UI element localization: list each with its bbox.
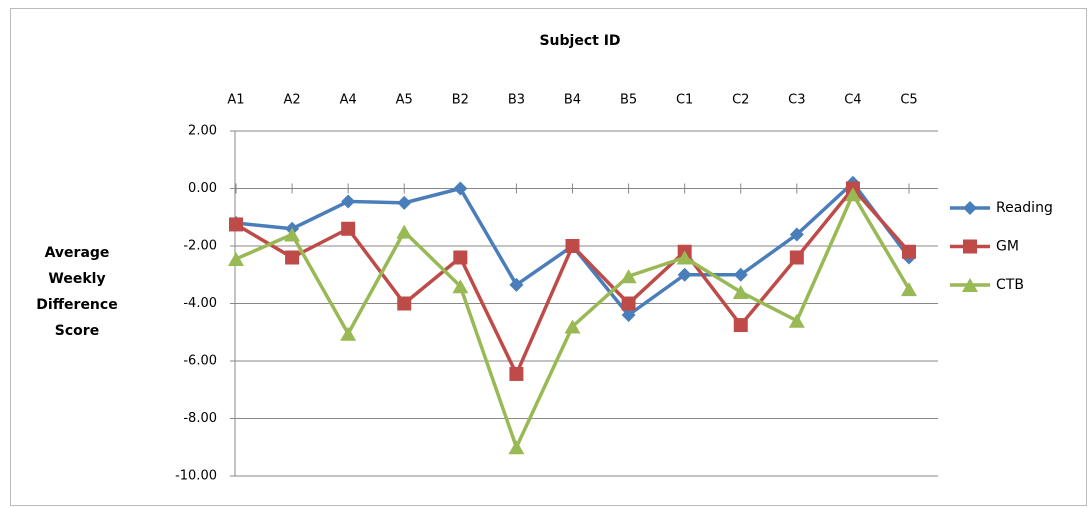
- legend-label: GM: [996, 239, 1019, 255]
- x-tick-label: B4: [564, 93, 581, 108]
- point-marker: [564, 319, 581, 334]
- legend-marker: [963, 201, 977, 215]
- legend-marker: [962, 278, 978, 292]
- y-tick-label: 2.00: [188, 124, 217, 139]
- x-tick-label: C3: [788, 93, 805, 108]
- point-marker: [901, 282, 917, 297]
- x-tick-label: A1: [227, 93, 244, 108]
- point-marker: [565, 239, 580, 253]
- x-tick-label: C5: [900, 93, 917, 108]
- point-marker: [285, 250, 300, 265]
- y-tick-label: -10.00: [175, 469, 217, 484]
- x-tick-label: B2: [452, 93, 469, 108]
- point-marker: [340, 326, 357, 341]
- point-marker: [733, 267, 748, 282]
- point-marker: [453, 181, 468, 196]
- x-tick-label: B3: [508, 93, 525, 108]
- legend-label: Reading: [996, 200, 1053, 216]
- point-marker: [509, 366, 524, 381]
- point-marker: [396, 224, 413, 239]
- point-marker: [508, 440, 525, 455]
- point-marker: [228, 251, 244, 266]
- y-axis-label: Average Weekly Difference Score: [36, 245, 118, 339]
- y-tick-label: -6.00: [183, 354, 217, 369]
- point-marker: [620, 269, 637, 284]
- point-marker: [788, 313, 805, 328]
- point-marker: [341, 221, 356, 236]
- legend-marker: [963, 239, 977, 254]
- x-tick-label: B5: [620, 93, 637, 108]
- y-tick-label: -4.00: [183, 296, 217, 311]
- point-marker: [732, 285, 749, 299]
- x-tick-label: C2: [732, 93, 749, 108]
- point-marker: [453, 250, 468, 265]
- point-marker: [789, 227, 804, 242]
- point-marker: [902, 244, 916, 259]
- point-marker: [452, 279, 469, 294]
- x-tick-label: A4: [340, 93, 357, 108]
- y-tick-label: 0.00: [188, 181, 217, 196]
- point-marker: [844, 187, 861, 202]
- point-marker: [397, 195, 412, 210]
- legend-label: CTB: [996, 277, 1024, 293]
- chart-title: Subject ID: [539, 33, 620, 49]
- x-tick-label: C1: [676, 93, 693, 108]
- point-marker: [733, 318, 748, 333]
- point-marker: [676, 250, 693, 265]
- x-tick-label: A2: [283, 93, 300, 108]
- x-tick-label: A5: [396, 93, 413, 108]
- point-marker: [621, 296, 636, 311]
- chart-frame: [10, 8, 1087, 506]
- x-tick-label: C4: [844, 93, 861, 108]
- point-marker: [621, 308, 636, 322]
- y-tick-label: -8.00: [183, 411, 217, 426]
- point-marker: [509, 277, 524, 292]
- point-marker: [229, 217, 243, 232]
- point-marker: [341, 194, 356, 209]
- point-marker: [397, 296, 412, 311]
- y-tick-label: -2.00: [183, 239, 217, 254]
- point-marker: [284, 227, 301, 242]
- point-marker: [789, 250, 804, 265]
- point-marker: [677, 267, 692, 282]
